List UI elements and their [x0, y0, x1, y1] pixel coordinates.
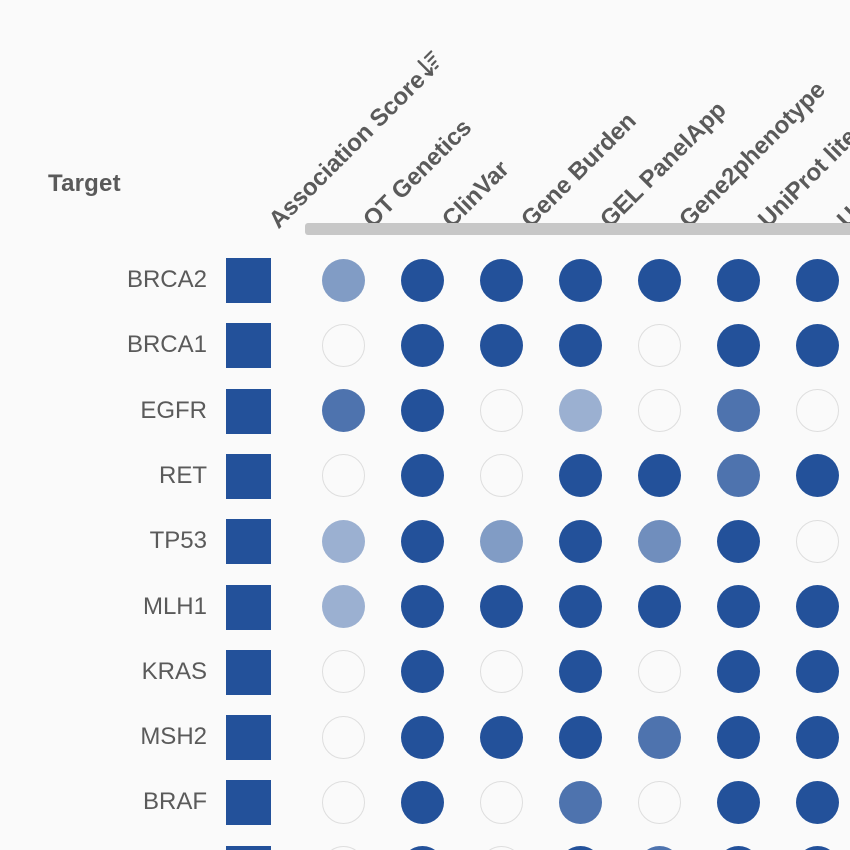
datasource-score-cell[interactable]	[795, 323, 839, 367]
datasource-score-cell[interactable]	[716, 650, 760, 694]
datasource-score-cell[interactable]	[795, 519, 839, 563]
datasource-score-cell[interactable]	[400, 650, 444, 694]
datasource-score-cell[interactable]	[795, 846, 839, 850]
datasource-score-cell[interactable]	[400, 258, 444, 302]
association-score-cell[interactable]	[226, 453, 271, 499]
datasource-score-cell[interactable]	[400, 846, 444, 850]
association-score-cell[interactable]	[226, 780, 271, 826]
datasource-score-cell[interactable]	[400, 585, 444, 628]
datasource-score-cell[interactable]	[321, 585, 365, 628]
datasource-score-cell[interactable]	[637, 585, 681, 628]
datasource-score-cell[interactable]	[479, 323, 523, 367]
datasource-score-cell[interactable]	[479, 780, 523, 824]
datasource-score-cell[interactable]	[400, 389, 444, 433]
column-header-5[interactable]: Gene2phenotype	[674, 76, 831, 233]
datasource-score-cell[interactable]	[716, 519, 760, 563]
datasource-score-cell[interactable]	[321, 454, 365, 498]
datasource-score-cell[interactable]	[400, 715, 444, 759]
datasource-score-cell[interactable]	[716, 258, 760, 302]
target-name[interactable]: BRCA1	[126, 331, 207, 359]
datasource-score-cell[interactable]	[637, 323, 681, 367]
datasource-score-cell[interactable]	[716, 585, 760, 628]
datasource-score-cell[interactable]	[637, 454, 681, 498]
target-column-header[interactable]: Target	[48, 170, 121, 197]
sort-descending-icon[interactable]	[414, 48, 451, 85]
datasource-score-cell[interactable]	[558, 454, 602, 498]
datasource-score-cell[interactable]	[558, 389, 602, 433]
target-name[interactable]: TP53	[149, 527, 207, 555]
datasource-score-cell[interactable]	[637, 650, 681, 694]
datasource-score-cell[interactable]	[795, 389, 839, 433]
datasource-score-cell[interactable]	[795, 650, 839, 694]
column-header-0[interactable]: Association Score	[263, 48, 451, 236]
target-name[interactable]: MSH2	[140, 723, 207, 751]
datasource-score-cell[interactable]	[637, 519, 681, 563]
datasource-score-cell[interactable]	[479, 650, 523, 694]
datasource-score-cell[interactable]	[795, 715, 839, 759]
datasource-score-cell[interactable]	[558, 258, 602, 302]
association-score-cell[interactable]	[226, 519, 271, 565]
association-score-cell[interactable]	[226, 845, 271, 850]
datasource-score-cell[interactable]	[479, 846, 523, 850]
target-name[interactable]: BRCA2	[126, 266, 207, 293]
association-score-cell[interactable]	[226, 258, 271, 303]
datasource-score-cell[interactable]	[558, 323, 602, 367]
association-score-cell[interactable]	[226, 715, 271, 761]
datasource-score-cell[interactable]	[479, 585, 523, 628]
datasource-score-cell[interactable]	[321, 389, 365, 433]
datasource-score-cell[interactable]	[400, 780, 444, 824]
datasource-score-cell[interactable]	[637, 715, 681, 759]
datasource-score-cell[interactable]	[795, 780, 839, 824]
datasource-score-cell[interactable]	[321, 519, 365, 563]
association-score-cell[interactable]	[226, 323, 271, 369]
datasource-score-cell[interactable]	[558, 780, 602, 824]
datasource-score-cell[interactable]	[479, 715, 523, 759]
datasource-score-cell[interactable]	[558, 715, 602, 759]
datasource-score-cell[interactable]	[400, 323, 444, 367]
datasource-score-cell[interactable]	[321, 323, 365, 367]
datasource-score-cell[interactable]	[321, 650, 365, 694]
datasource-score-cell[interactable]	[400, 454, 444, 498]
datasource-score-cell[interactable]	[479, 454, 523, 498]
datasource-score-cell[interactable]	[558, 519, 602, 563]
association-score-cell[interactable]	[226, 649, 271, 695]
datasource-score-cell[interactable]	[716, 323, 760, 367]
association-score-cell[interactable]	[226, 584, 271, 630]
target-name[interactable]: BRAF	[142, 788, 207, 816]
datasource-score-cell[interactable]	[558, 846, 602, 850]
target-name[interactable]: RET	[159, 461, 207, 489]
column-header-label: ClinVar	[437, 155, 515, 234]
datasource-score-cell[interactable]	[400, 519, 444, 563]
datasource-score-cell[interactable]	[716, 780, 760, 824]
column-header-label: Gene2phenotype	[674, 76, 831, 234]
datasource-score-cell[interactable]	[558, 585, 602, 628]
datasource-score-cell[interactable]	[479, 389, 523, 433]
target-name[interactable]: MLH1	[142, 592, 207, 620]
datasource-score-cell[interactable]	[795, 585, 839, 628]
datasource-score-cell[interactable]	[321, 258, 365, 302]
datasource-score-cell[interactable]	[558, 650, 602, 694]
datasource-score-cell[interactable]	[637, 846, 681, 850]
datasource-score-cell[interactable]	[637, 780, 681, 824]
column-header-label: Association Score	[263, 66, 431, 234]
datasource-score-cell[interactable]	[637, 258, 681, 302]
datasource-score-cell[interactable]	[479, 519, 523, 563]
datasource-score-cell[interactable]	[321, 780, 365, 824]
target-name[interactable]: KRAS	[141, 657, 207, 685]
datasource-score-cell[interactable]	[716, 454, 760, 498]
target-name[interactable]: EGFR	[140, 396, 207, 424]
datasource-score-cell[interactable]	[716, 846, 760, 850]
datasource-score-cell[interactable]	[321, 715, 365, 759]
datasource-score-cell[interactable]	[321, 846, 365, 850]
datasource-score-cell[interactable]	[637, 389, 681, 433]
datasource-score-cell[interactable]	[795, 258, 839, 302]
datasource-score-cell[interactable]	[479, 258, 523, 302]
column-group-bar	[305, 223, 850, 235]
association-score-cell[interactable]	[226, 388, 271, 434]
datasource-score-cell[interactable]	[716, 715, 760, 759]
datasource-score-cell[interactable]	[795, 454, 839, 498]
datasource-score-cell[interactable]	[716, 389, 760, 433]
